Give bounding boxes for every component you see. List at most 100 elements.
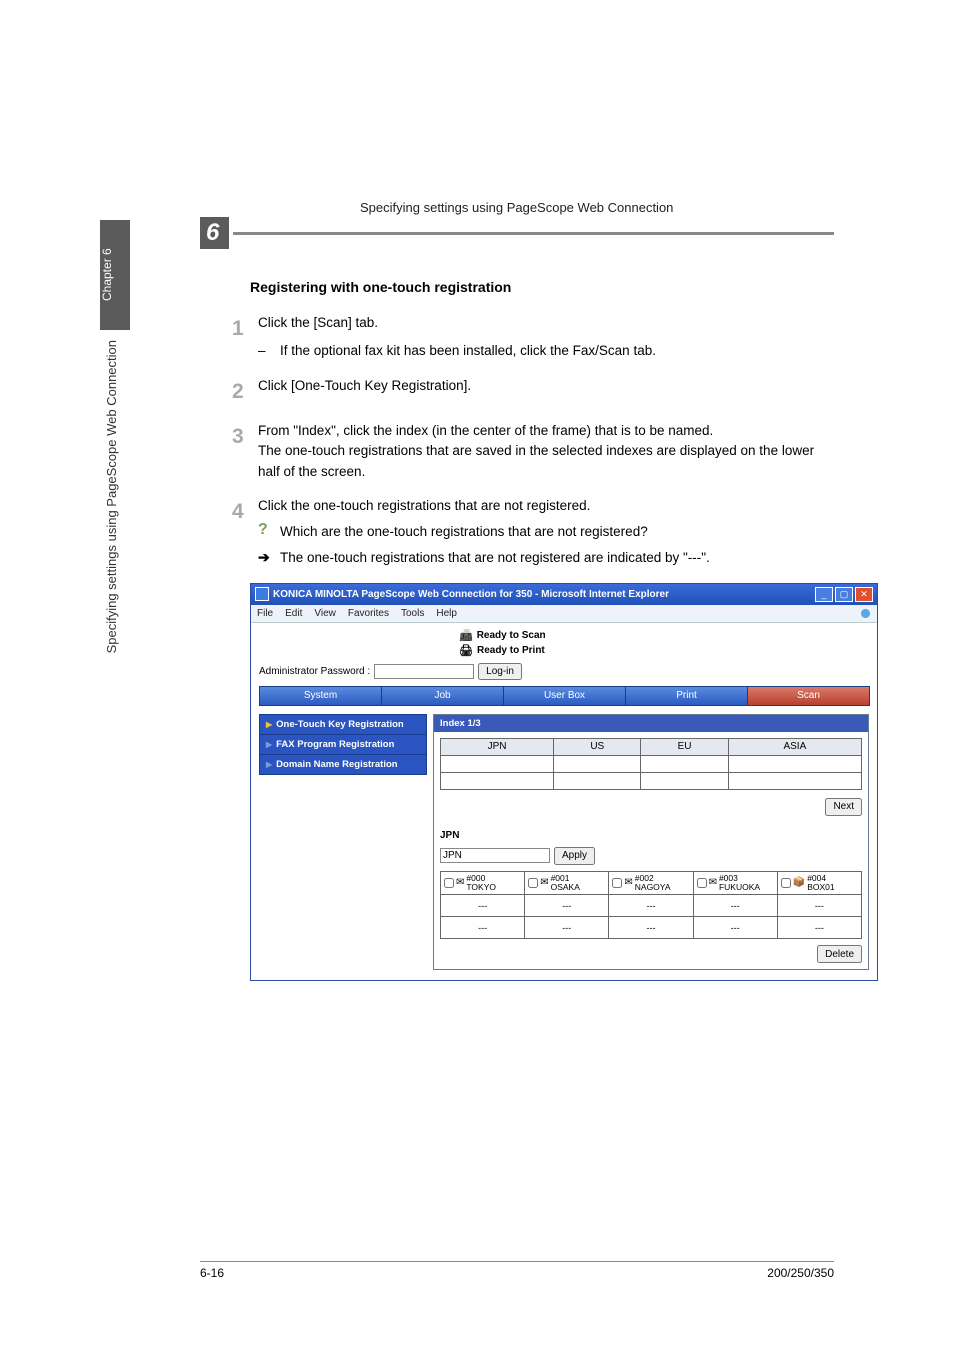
print-status-icon (459, 644, 473, 657)
nav-one-touch[interactable]: ▶One-Touch Key Registration (259, 714, 427, 735)
screenshot-window: KONICA MINOLTA PageScope Web Connection … (250, 583, 878, 982)
triangle-icon: ▶ (266, 740, 272, 749)
triangle-icon: ▶ (266, 760, 272, 769)
entries-table: ✉#000TOKYO ✉#001OSAKA ✉#002NAGOYA ✉#003F… (440, 871, 862, 940)
menu-view[interactable]: View (314, 608, 336, 619)
model-number: 200/250/350 (767, 1266, 834, 1280)
page-number: 6-16 (200, 1266, 224, 1280)
entry-checkbox[interactable] (528, 878, 538, 888)
menu-favorites[interactable]: Favorites (348, 608, 389, 619)
admin-password-input[interactable] (374, 664, 474, 679)
index-tab-jpn[interactable]: JPN (441, 738, 554, 755)
tab-print[interactable]: Print (625, 686, 748, 706)
mail-icon: ✉ (709, 877, 717, 888)
tab-job[interactable]: Job (381, 686, 504, 706)
empty-entry[interactable]: --- (609, 917, 693, 939)
arrow-icon: ➔ (258, 548, 280, 568)
scan-status-icon (459, 629, 473, 642)
index-cell[interactable] (441, 755, 554, 772)
entry-checkbox[interactable] (697, 878, 707, 888)
index-cell[interactable] (641, 772, 728, 789)
sidebar-chapter: Chapter 6 (100, 220, 130, 330)
nav-domain-name[interactable]: ▶ Domain Name Registration (259, 754, 427, 775)
nav-fax-program[interactable]: ▶ FAX Program Registration (259, 734, 427, 755)
empty-entry[interactable]: --- (441, 917, 525, 939)
empty-entry[interactable]: --- (525, 917, 609, 939)
mail-icon: ✉ (540, 877, 548, 888)
empty-entry[interactable]: --- (609, 895, 693, 917)
running-head: Specifying settings using PageScope Web … (360, 200, 834, 215)
empty-entry[interactable]: --- (693, 917, 777, 939)
entry-002[interactable]: ✉#002NAGOYA (612, 874, 689, 893)
entry-checkbox[interactable] (444, 878, 454, 888)
step-text: Click the [Scan] tab. (258, 313, 824, 333)
menu-file[interactable]: File (257, 608, 273, 619)
tab-scan[interactable]: Scan (747, 686, 870, 706)
index-tab-eu[interactable]: EU (641, 738, 728, 755)
index-cell[interactable] (554, 755, 641, 772)
empty-entry[interactable]: --- (777, 917, 861, 939)
index-cell[interactable] (641, 755, 728, 772)
admin-password-label: Administrator Password : (259, 666, 370, 677)
menu-edit[interactable]: Edit (285, 608, 302, 619)
login-button[interactable]: Log-in (478, 663, 522, 680)
index-cell[interactable] (554, 772, 641, 789)
close-button[interactable]: ✕ (855, 587, 873, 602)
step-number: 1 (232, 313, 258, 362)
empty-entry[interactable]: --- (777, 895, 861, 917)
print-status: Ready to Print (477, 645, 545, 656)
chapter-badge: 6 (200, 217, 229, 249)
sidebar-title: Specifying settings using PageScope Web … (104, 340, 119, 653)
entry-000[interactable]: ✉#000TOKYO (444, 874, 521, 893)
tab-user-box[interactable]: User Box (503, 686, 626, 706)
entry-checkbox[interactable] (781, 878, 791, 888)
entry-001[interactable]: ✉#001OSAKA (528, 874, 605, 893)
step-question: Which are the one-touch registrations th… (280, 522, 648, 542)
minimize-button[interactable]: _ (815, 587, 833, 602)
header-rule (233, 232, 834, 235)
index-tab-asia[interactable]: ASIA (728, 738, 861, 755)
entry-label: #003FUKUOKA (719, 874, 760, 893)
nav-label: Domain Name Registration (276, 759, 397, 770)
entry-label: #000TOKYO (466, 874, 496, 893)
index-cell[interactable] (441, 772, 554, 789)
question-icon: ? (258, 522, 280, 542)
menu-help[interactable]: Help (436, 608, 457, 619)
entry-label: #001OSAKA (551, 874, 580, 893)
step-text-2: The one-touch registrations that are sav… (258, 441, 824, 482)
panel-heading: Index 1/3 (434, 715, 868, 732)
apply-button[interactable]: Apply (554, 847, 595, 865)
group-name-input[interactable] (440, 848, 550, 863)
step-number: 2 (232, 376, 258, 408)
tab-system[interactable]: System (259, 686, 382, 706)
window-title: KONICA MINOLTA PageScope Web Connection … (273, 589, 815, 600)
index-tab-us[interactable]: US (554, 738, 641, 755)
mail-icon: ✉ (456, 877, 464, 888)
step-subtext: If the optional fax kit has been install… (280, 341, 656, 361)
step-text: Click [One-Touch Key Registration]. (258, 376, 824, 396)
step-number: 4 (232, 496, 258, 569)
ie-app-icon (255, 587, 269, 601)
nav-label: FAX Program Registration (276, 739, 394, 750)
group-label: JPN (440, 830, 862, 841)
delete-button[interactable]: Delete (817, 945, 862, 963)
next-button[interactable]: Next (825, 798, 862, 816)
empty-entry[interactable]: --- (441, 895, 525, 917)
index-cell[interactable] (728, 755, 861, 772)
index-table: JPN US EU ASIA (440, 738, 862, 790)
empty-entry[interactable]: --- (693, 895, 777, 917)
entry-004[interactable]: 📦#004BOX01 (781, 874, 858, 893)
section-title: Registering with one-touch registration (250, 279, 834, 295)
entry-checkbox[interactable] (612, 878, 622, 888)
index-cell[interactable] (728, 772, 861, 789)
empty-entry[interactable]: --- (525, 895, 609, 917)
step-text: Click the one-touch registrations that a… (258, 496, 824, 516)
menu-tools[interactable]: Tools (401, 608, 424, 619)
entry-003[interactable]: ✉#003FUKUOKA (697, 874, 774, 893)
entry-label: #004BOX01 (807, 874, 834, 893)
step-answer: The one-touch registrations that are not… (280, 548, 710, 568)
maximize-button[interactable]: ▢ (835, 587, 853, 602)
step-number: 3 (232, 421, 258, 482)
nav-label: One-Touch Key Registration (276, 719, 404, 730)
entry-label: #002NAGOYA (635, 874, 671, 893)
